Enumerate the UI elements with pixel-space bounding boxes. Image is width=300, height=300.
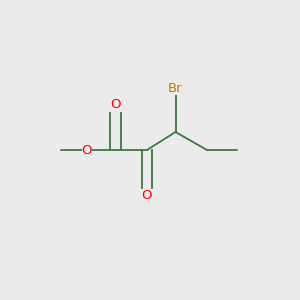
Text: O: O [82,143,92,157]
Text: Br: Br [168,82,183,95]
Text: O: O [110,98,121,112]
Text: O: O [142,189,152,202]
